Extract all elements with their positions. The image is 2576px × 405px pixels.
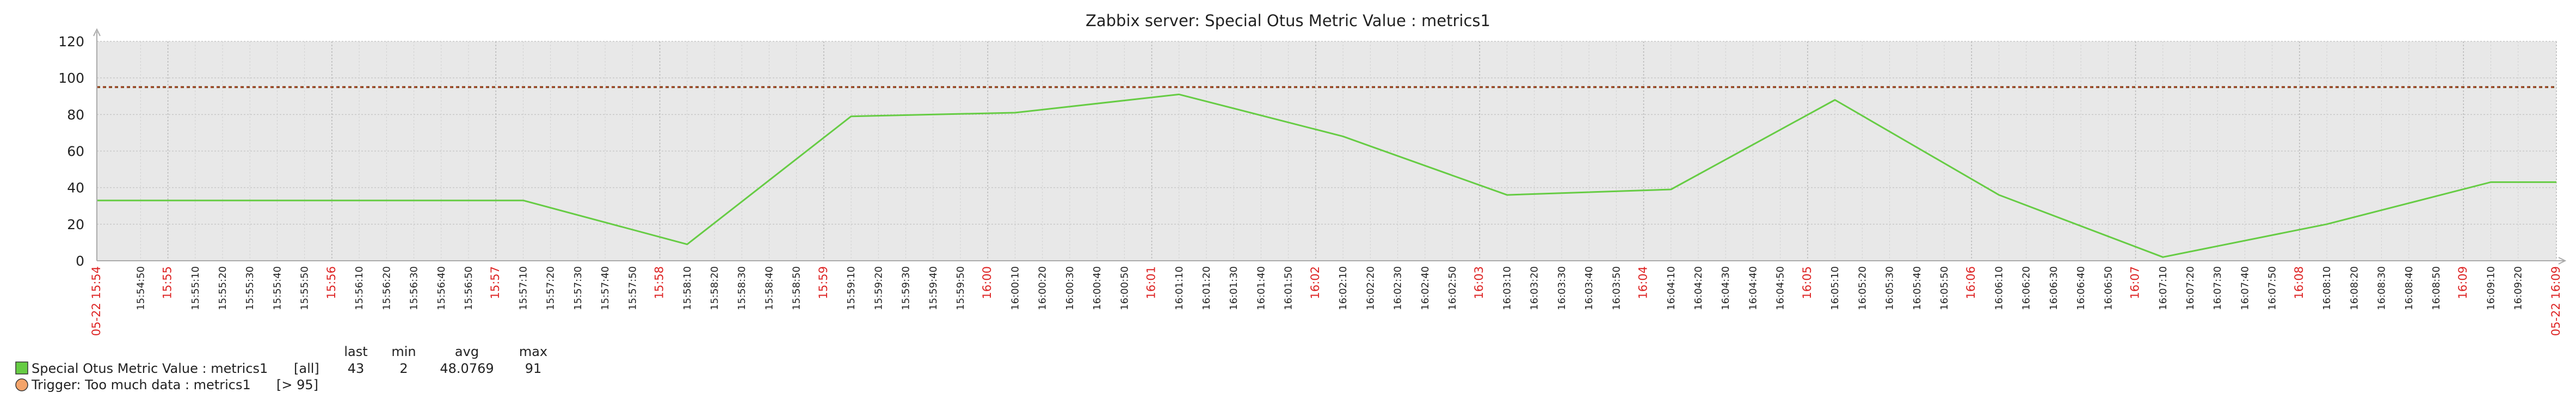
legend-trigger-condition: [> 95] bbox=[276, 377, 318, 392]
legend-header-min: min bbox=[391, 344, 416, 359]
legend-series-name: Special Otus Metric Value : metrics1 bbox=[32, 361, 268, 376]
legend-series-avg: 48.0769 bbox=[440, 361, 494, 376]
legend-trigger-swatch bbox=[16, 379, 28, 391]
legend-series-min: 2 bbox=[399, 361, 408, 376]
legend-header-max: max bbox=[519, 344, 547, 359]
legend-series-func: [all] bbox=[294, 361, 319, 376]
legend-header-avg: avg bbox=[455, 344, 479, 359]
legend-header-last: last bbox=[344, 344, 367, 359]
legend-series-max: 91 bbox=[525, 361, 542, 376]
legend-series-last: 43 bbox=[348, 361, 365, 376]
legend-series-swatch bbox=[16, 362, 28, 374]
legend-trigger-name: Trigger: Too much data : metrics1 bbox=[31, 377, 251, 392]
